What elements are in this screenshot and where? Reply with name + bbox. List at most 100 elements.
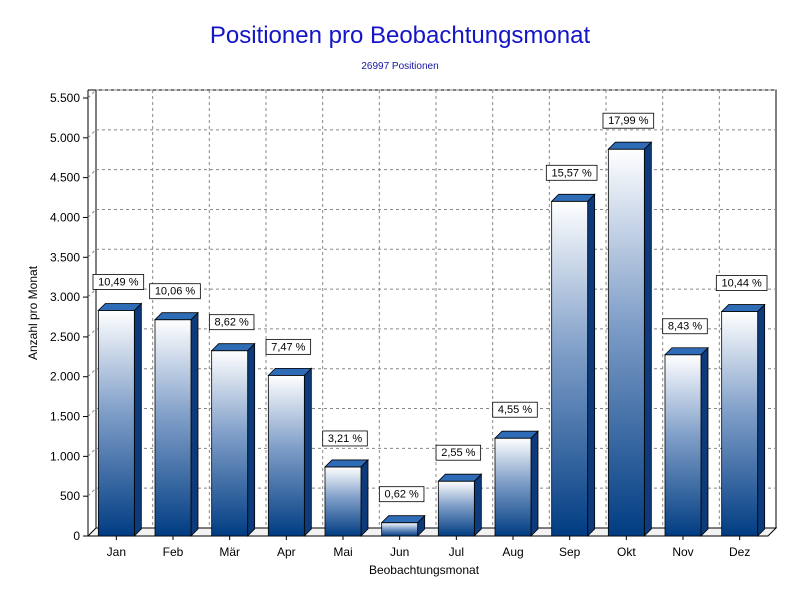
x-tick-label: Aug [502,545,523,559]
bar [381,522,419,537]
bar-side [247,342,256,537]
data-label: 4,55 % [498,404,532,416]
bar [664,354,702,537]
bar [154,319,192,537]
bar-Aug: 4,55 % [492,401,539,537]
data-label-box [435,444,482,461]
y-axis: 0 500 1.000 1.500 2.000 2.500 3.000 3.500 4.000 4… [50,91,88,543]
gridline-side [87,328,97,338]
bar [437,480,475,537]
bar-top [380,515,426,524]
bar [324,466,362,537]
bar [267,374,305,537]
data-label: 8,43 % [668,321,702,333]
y-axis-label: Anzahl pro Monat [26,265,40,360]
data-label: 10,06 % [155,286,196,298]
bar-top [437,473,483,482]
y-tick-label: 2.000 [50,370,80,384]
bar-Sep: 15,57 % [545,164,598,537]
bar [211,350,249,537]
bar-Jul: 2,55 % [435,444,483,537]
bars: 10,49 % 10,06 % 8,62 % 7,47 % 3,21 % 0,62 % 2,… [92,112,768,537]
data-label-box [545,164,598,181]
bar-Jun: 0,62 % [378,486,426,537]
bar-Mai: 3,21 % [322,430,369,537]
data-label: 10,44 % [721,278,762,290]
gridline-side [87,368,97,378]
gridline-side [87,248,97,258]
bar-top [97,303,143,311]
bar-top [210,343,256,352]
gridline-side [87,89,97,99]
bar-Dez: 10,44 % [715,275,768,537]
bar-side [643,141,652,537]
bar-side [587,193,596,537]
x-tick-label: Okt [617,545,636,559]
data-label: 7,47 % [271,341,305,353]
bar-Mär: 8,62 % [208,314,256,537]
bar-top [324,459,369,468]
y-tick-label: 2.500 [50,330,80,344]
x-axis: Jan Feb Mär Apr Mai Jun Jul Aug Sep Okt Nov Dez [107,536,750,559]
data-label: 15,57 % [551,167,592,179]
x-tick-label: Mär [219,545,240,559]
data-label-box [149,283,201,300]
y-tick-label: 4.000 [50,210,80,224]
y-tick-label: 3.500 [50,250,80,264]
bar-top [664,347,709,356]
bar-side [133,302,142,537]
data-label-box [378,486,425,503]
bar-side [700,346,709,537]
gridline-side [87,448,97,457]
bar-side [757,303,766,537]
y-tick-label: 5.000 [50,131,80,145]
data-label: 0,62 % [385,489,419,501]
bar-top [267,367,313,376]
bar-Nov: 8,43 % [662,318,709,537]
data-label-box [322,430,368,447]
x-tick-label: Sep [559,545,581,559]
bar-Apr: 7,47 % [265,338,313,537]
data-label-box [92,274,145,290]
x-tick-label: Jul [449,545,464,559]
bar-side [530,430,539,537]
y-tick-label: 3.000 [50,290,80,304]
chart-subtitle: 26997 Positionen [361,61,439,72]
data-label-box [715,275,768,291]
data-label: 2,55 % [441,447,475,459]
bar-Feb: 10,06 % [149,283,201,537]
data-label-box [662,318,708,335]
x-axis-label: Beobachtungsmonat [369,563,480,577]
bar [721,311,759,537]
bar [607,148,645,537]
data-label: 10,49 % [98,276,139,288]
data-label-box [208,314,255,331]
bar-side [303,367,312,537]
y-tick-label: 4.500 [50,171,80,185]
gridline-side [87,209,97,218]
bar-top [154,312,199,321]
bar [97,310,135,537]
x-tick-label: Feb [163,545,184,559]
x-tick-label: Nov [672,545,693,559]
gridline-side [87,288,97,298]
bar-top [494,430,539,439]
data-label: 17,99 % [608,115,649,127]
gridline-side [87,408,97,417]
y-tick-label: 0 [73,529,80,543]
y-tick-label: 500 [60,489,80,503]
bar-Jan: 10,49 % [92,274,145,537]
bar-side [360,458,369,537]
x-tick-label: Dez [729,545,750,559]
gridline-side [87,129,97,139]
data-label-box [265,338,312,355]
y-tick-label: 1.500 [50,410,80,424]
y-tick-label: 5.500 [50,91,80,105]
bar-side [190,311,199,537]
bar [494,437,532,537]
chart-title: Positionen pro Beobachtungsmonat [209,22,591,49]
bar [551,200,589,537]
data-label-box [492,401,538,418]
bar-Okt: 17,99 % [602,112,655,537]
y-tick-label: 1.000 [50,449,80,463]
